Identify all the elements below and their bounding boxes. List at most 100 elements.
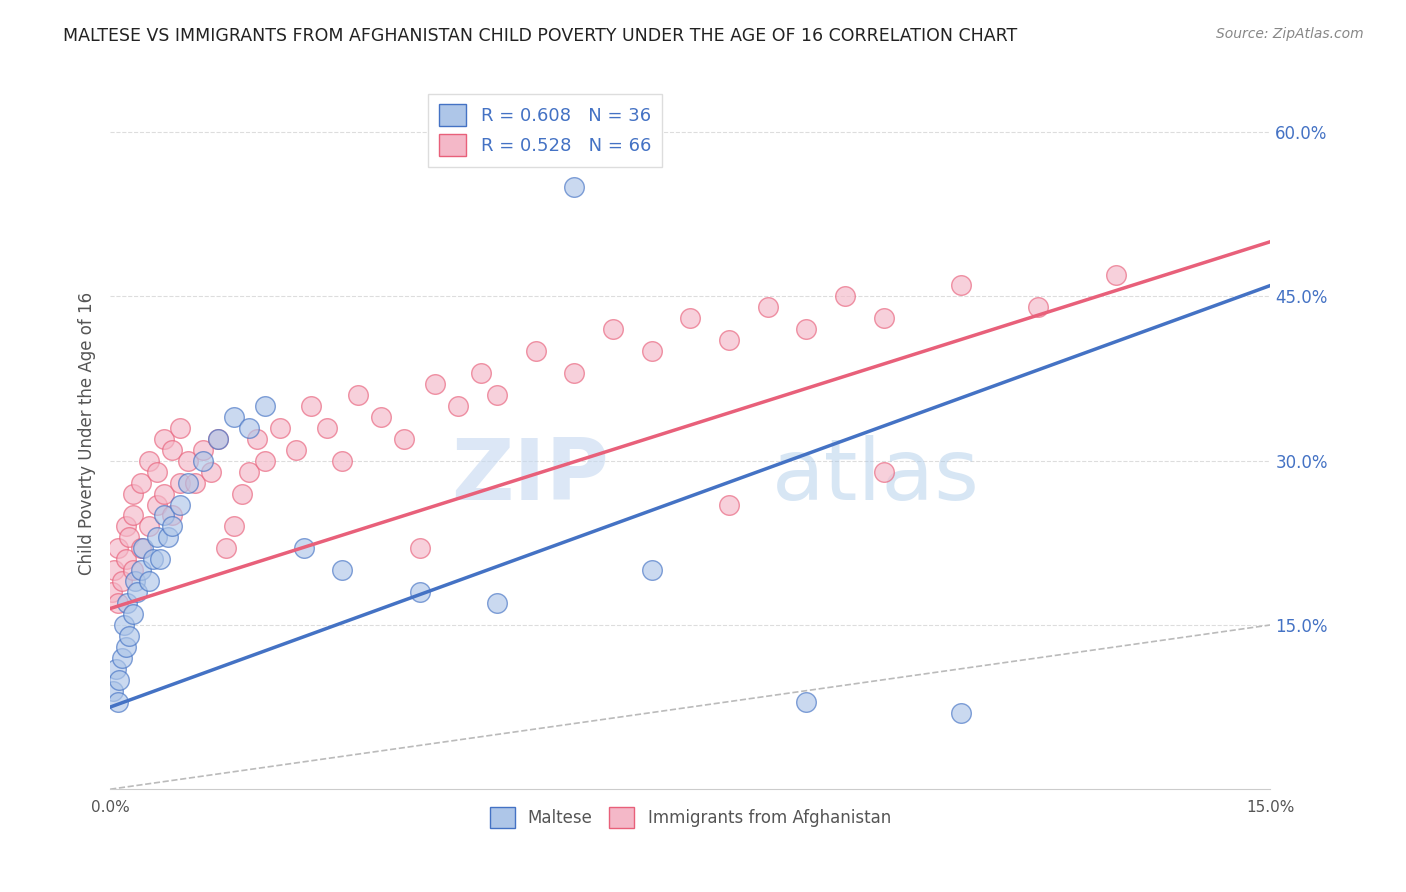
Point [112, 618, 135, 632]
Point [524, 344, 547, 359]
Point [138, 453, 160, 467]
Point [949, 278, 972, 293]
Text: atlas: atlas [772, 434, 980, 517]
Point [470, 366, 492, 380]
Point [253, 399, 276, 413]
Point [222, 519, 245, 533]
Point [562, 180, 585, 194]
Point [160, 508, 183, 523]
Point [834, 289, 856, 303]
Point [149, 552, 172, 566]
Point [122, 563, 145, 577]
Point [269, 421, 291, 435]
Point [284, 442, 307, 457]
Point [485, 388, 508, 402]
Point [114, 640, 136, 654]
Point [207, 432, 229, 446]
Point [872, 465, 894, 479]
Point [640, 563, 662, 577]
Point [138, 519, 160, 533]
Point [108, 673, 131, 687]
Point [238, 421, 260, 435]
Point [107, 695, 129, 709]
Point [408, 541, 430, 556]
Point [111, 574, 134, 589]
Point [315, 421, 337, 435]
Point [794, 695, 817, 709]
Point [127, 585, 149, 599]
Point [107, 596, 129, 610]
Point [122, 607, 145, 621]
Text: Source: ZipAtlas.com: Source: ZipAtlas.com [1216, 27, 1364, 41]
Point [145, 498, 167, 512]
Point [111, 650, 134, 665]
Point [184, 475, 207, 490]
Point [142, 552, 165, 566]
Point [200, 465, 222, 479]
Point [115, 596, 138, 610]
Point [949, 706, 972, 720]
Point [160, 519, 183, 533]
Point [872, 311, 894, 326]
Point [124, 574, 146, 589]
Point [292, 541, 315, 556]
Point [330, 563, 353, 577]
Point [169, 421, 191, 435]
Point [191, 442, 214, 457]
Text: ZIP: ZIP [451, 434, 609, 517]
Point [176, 453, 198, 467]
Point [160, 442, 183, 457]
Point [169, 498, 191, 512]
Point [114, 552, 136, 566]
Point [129, 475, 152, 490]
Point [408, 585, 430, 599]
Point [157, 530, 180, 544]
Point [153, 486, 176, 500]
Point [176, 475, 198, 490]
Point [330, 453, 353, 467]
Point [103, 683, 125, 698]
Point [756, 301, 779, 315]
Point [118, 629, 141, 643]
Point [118, 530, 141, 544]
Point [129, 541, 152, 556]
Point [122, 486, 145, 500]
Point [215, 541, 238, 556]
Point [153, 508, 176, 523]
Y-axis label: Child Poverty Under the Age of 16: Child Poverty Under the Age of 16 [79, 292, 96, 574]
Point [207, 432, 229, 446]
Point [131, 541, 153, 556]
Point [392, 432, 415, 446]
Point [717, 498, 740, 512]
Point [1105, 268, 1128, 282]
Point [717, 333, 740, 347]
Point [299, 399, 322, 413]
Point [346, 388, 368, 402]
Point [1026, 301, 1049, 315]
Point [122, 508, 145, 523]
Point [679, 311, 702, 326]
Point [602, 322, 624, 336]
Legend: Maltese, Immigrants from Afghanistan: Maltese, Immigrants from Afghanistan [482, 801, 897, 834]
Point [145, 465, 167, 479]
Point [447, 399, 470, 413]
Point [138, 574, 160, 589]
Point [231, 486, 253, 500]
Point [370, 409, 392, 424]
Point [253, 453, 276, 467]
Point [794, 322, 817, 336]
Point [562, 366, 585, 380]
Point [107, 541, 129, 556]
Point [104, 662, 127, 676]
Point [169, 475, 191, 490]
Point [101, 585, 124, 599]
Point [103, 563, 125, 577]
Point [485, 596, 508, 610]
Text: MALTESE VS IMMIGRANTS FROM AFGHANISTAN CHILD POVERTY UNDER THE AGE OF 16 CORRELA: MALTESE VS IMMIGRANTS FROM AFGHANISTAN C… [63, 27, 1018, 45]
Point [153, 432, 176, 446]
Point [129, 563, 152, 577]
Point [114, 519, 136, 533]
Point [238, 465, 260, 479]
Point [423, 377, 446, 392]
Point [145, 530, 167, 544]
